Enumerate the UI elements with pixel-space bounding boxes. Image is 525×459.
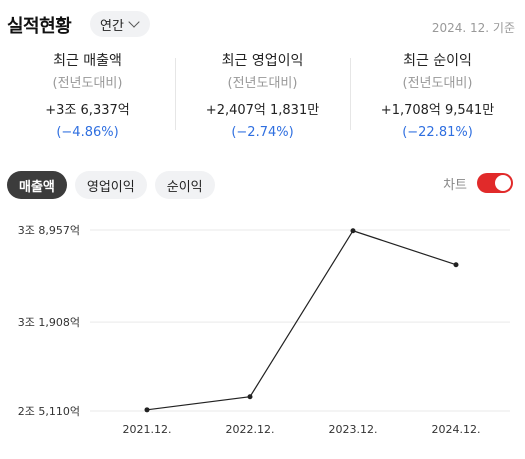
section-title: 실적현황 [7, 16, 72, 37]
stat-net-income: 최근 순이익 (전년도대비) +1,708억 9,541만 (−22.81%) [350, 52, 525, 142]
stats-summary: 최근 매출액 (전년도대비) +3조 6,337억 (−4.86%) 최근 영업… [0, 52, 525, 142]
data-point [453, 262, 459, 268]
series-line [146, 230, 457, 411]
stat-value: +3조 6,337억 [45, 103, 130, 118]
stat-label: 최근 영업이익 [221, 53, 304, 69]
stat-label: 최근 매출액 [53, 53, 122, 69]
stat-value: +2,407억 1,831만 [205, 103, 320, 118]
chart-toggle-group: 차트 [443, 173, 513, 193]
header: 실적현황 연간 2024. 12. 기준 [7, 9, 517, 39]
stat-operating-profit: 최근 영업이익 (전년도대비) +2,407억 1,831만 (−2.74%) [175, 52, 350, 142]
stat-value: +1,708억 9,541만 [380, 103, 495, 118]
stat-sub: (전년도대비) [402, 76, 473, 91]
y-tick-label: 3조 1,908억 [18, 316, 80, 329]
metric-tabs: 매출액 영업이익 순이익 [7, 171, 215, 199]
period-dropdown-label: 연간 [100, 18, 124, 34]
stat-revenue: 최근 매출액 (전년도대비) +3조 6,337억 (−4.86%) [0, 52, 175, 142]
x-tick-label: 2024.12. [432, 423, 481, 436]
tab-operating-profit[interactable]: 영업이익 [74, 171, 147, 199]
y-tick-label: 2조 5,110억 [18, 405, 80, 418]
y-tick-label: 3조 8,957억 [18, 224, 80, 237]
data-point [144, 407, 150, 413]
stat-change: (−4.86%) [56, 125, 119, 140]
x-tick-label: 2021.12. [123, 423, 172, 436]
stat-change: (−2.74%) [231, 125, 294, 140]
tab-revenue[interactable]: 매출액 [7, 171, 67, 199]
data-point [247, 394, 253, 400]
chart-toggle[interactable] [477, 173, 513, 193]
stat-sub: (전년도대비) [52, 76, 123, 91]
stat-sub: (전년도대비) [227, 76, 298, 91]
stat-label: 최근 순이익 [403, 53, 472, 69]
period-dropdown[interactable]: 연간 [90, 11, 150, 37]
data-point [350, 228, 356, 234]
x-tick-label: 2023.12. [329, 423, 378, 436]
chart-toggle-label: 차트 [443, 177, 467, 193]
x-tick-label: 2022.12. [226, 423, 275, 436]
reference-date: 2024. 12. 기준 [431, 21, 515, 35]
toggle-knob [495, 175, 511, 191]
revenue-line-chart: 2조 5,110억 3조 1,908억 3조 8,957억 2021.12. 2022.… [18, 224, 510, 436]
chevron-down-icon [128, 16, 140, 28]
stat-change: (−22.81%) [402, 125, 473, 140]
tab-net-income[interactable]: 순이익 [154, 171, 215, 199]
